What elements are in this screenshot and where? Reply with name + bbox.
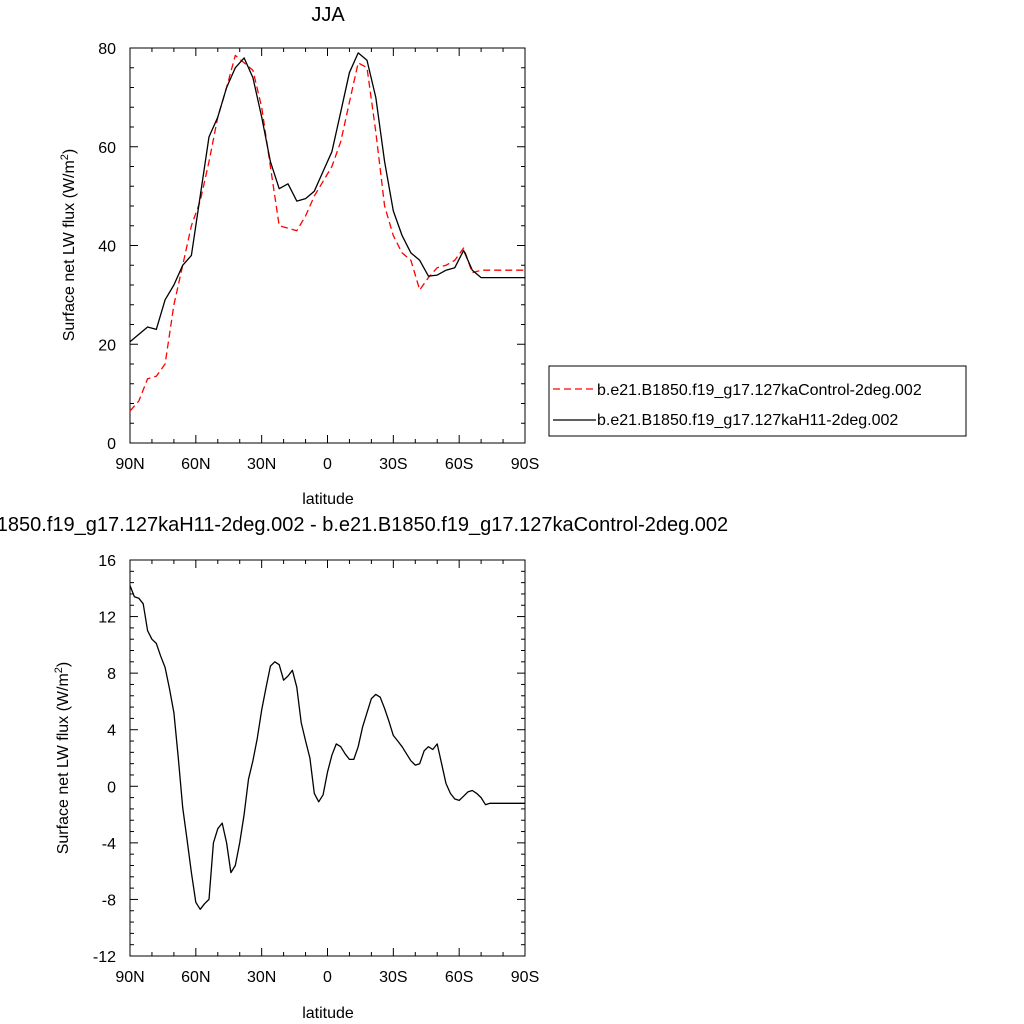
y-axis-label-bottom-sup: 2 <box>53 667 65 673</box>
bottom-xtick-label: 30N <box>247 969 276 986</box>
bottom-xtick-label: 60S <box>445 969 473 986</box>
axis-ticks-bottom: 90N 60N 30N 0 30S 60S 90S -12 -8 -4 0 4 8 12 16 <box>93 553 539 986</box>
top-series-line-1 <box>129 52 525 343</box>
bottom-ytick-label: 16 <box>98 553 116 570</box>
top-ytick-label: 40 <box>98 239 116 256</box>
top-xtick-label: 60S <box>445 456 473 473</box>
top-xtick-label: 30S <box>379 456 407 473</box>
legend-box <box>548 365 967 437</box>
y-axis-label-bottom-close: ) <box>55 662 72 667</box>
y-axis-label-bottom-main: Surface net LW flux (W/m <box>55 673 72 854</box>
bottom-ytick-label: -8 <box>102 892 116 909</box>
chart-title-top: JJA <box>311 4 345 26</box>
bottom-xtick-label: 30S <box>379 969 407 986</box>
legend-label-h11: b.e21.B1850.f19_g17.127kaH11-2deg.002 <box>597 412 898 429</box>
y-axis-label-top-close: ) <box>61 149 78 154</box>
bottom-ytick-label: -4 <box>102 836 116 853</box>
axis-ticks-top: 90N 60N 30N 0 30S 60S 90S 0 20 40 60 80 <box>98 41 539 473</box>
bottom-ytick-label: -12 <box>93 949 116 966</box>
top-ytick-label: 80 <box>98 41 116 58</box>
bottom-xtick-label: 90N <box>115 969 144 986</box>
series-group-top <box>129 52 525 412</box>
legend: b.e21.B1850.f19_g17.127kaControl-2deg.00… <box>548 365 967 437</box>
bottom-xtick-label: 90S <box>511 969 539 986</box>
y-axis-label-top-sup: 2 <box>59 154 71 160</box>
y-axis-label-top: Surface net LW flux (W/m2) <box>59 149 78 342</box>
x-axis-label-top: latitude <box>302 491 354 508</box>
bottom-series-line-0 <box>129 585 525 910</box>
top-xtick-label: 0 <box>323 456 332 473</box>
bottom-ytick-label: 8 <box>107 666 116 683</box>
top-ytick-label: 0 <box>107 436 116 453</box>
legend-label-control: b.e21.B1850.f19_g17.127kaControl-2deg.00… <box>597 382 922 399</box>
top-xtick-label: 90S <box>511 456 539 473</box>
bottom-ytick-label: 4 <box>107 723 116 740</box>
x-axis-label-bottom: latitude <box>302 1005 354 1022</box>
plot-frame-top <box>129 47 526 444</box>
chart-panel-bottom: b.e21.B1850.f19_g17.127kaH11-2deg.002 - … <box>0 514 728 1022</box>
bottom-xtick-label: 60N <box>181 969 210 986</box>
top-ytick-label: 20 <box>98 337 116 354</box>
top-ytick-label: 60 <box>98 140 116 157</box>
chart-title-bottom: b.e21.B1850.f19_g17.127kaH11-2deg.002 - … <box>0 514 728 536</box>
bottom-ytick-label: 0 <box>107 779 116 796</box>
top-xtick-label: 90N <box>115 456 144 473</box>
bottom-xtick-label: 0 <box>323 969 332 986</box>
plot-frame-bottom <box>129 559 526 957</box>
chart-panel-top: JJA 90N 60N 30N 0 30S 60S 90S 0 20 40 60 80 latitud… <box>59 4 967 508</box>
y-axis-label-top-main: Surface net LW flux (W/m <box>61 160 78 341</box>
bottom-ytick-label: 12 <box>98 610 116 627</box>
y-axis-label-bottom: Surface net LW flux (W/m2) <box>53 662 72 855</box>
top-xtick-label: 30N <box>247 456 276 473</box>
top-xtick-label: 60N <box>181 456 210 473</box>
top-series-line-0 <box>129 54 525 412</box>
series-group-bottom <box>129 585 525 910</box>
